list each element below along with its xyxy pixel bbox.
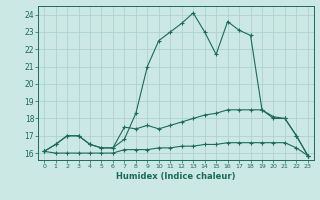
- X-axis label: Humidex (Indice chaleur): Humidex (Indice chaleur): [116, 172, 236, 181]
